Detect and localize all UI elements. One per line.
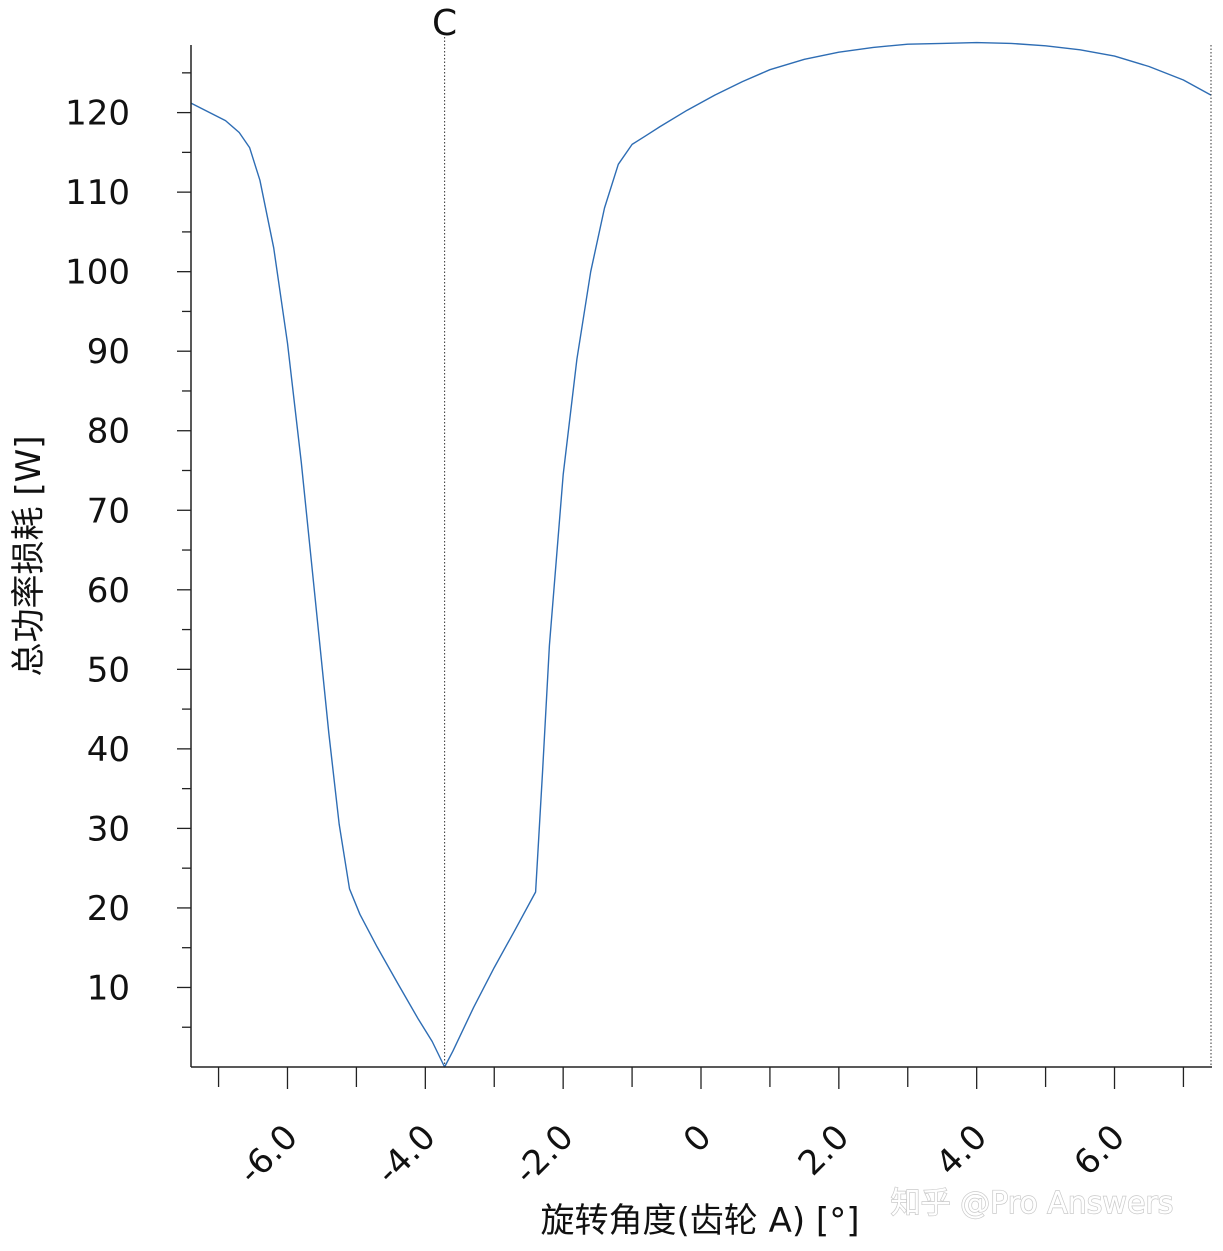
y-tick-label: 120 [65, 94, 130, 134]
watermark-text: 知乎 @Pro Answers [891, 1186, 1174, 1221]
labels-layer: 10 20 30 40 50 60 70 80 90 100 110 120 -6.0 -4.0 -2.0 0… [65, 94, 1133, 1193]
x-tick-label: 4.0 [929, 1117, 996, 1184]
y-tick-label: 70 [87, 491, 130, 531]
y-tick-label: 60 [87, 571, 130, 611]
x-tick-label: 2.0 [791, 1117, 858, 1184]
series-line [190, 41, 1212, 1068]
x-tick-label: -4.0 [368, 1117, 443, 1192]
axes-layer [177, 45, 1212, 1089]
x-axis-title: 旋转角度(齿轮 A) [°] [541, 1201, 860, 1241]
x-tick-label: 0 [676, 1117, 720, 1161]
x-tick-label: -2.0 [506, 1117, 581, 1192]
y-tick-label: 30 [87, 809, 130, 849]
y-tick-label: 90 [87, 332, 130, 372]
y-tick-label: 110 [65, 173, 130, 213]
y-axis-title: 总功率损耗 [W] [9, 436, 49, 677]
y-tick-label: 40 [87, 730, 130, 770]
y-tick-label: 10 [87, 968, 130, 1008]
x-tick-label: 6.0 [1066, 1117, 1133, 1184]
x-tick-label: -6.0 [231, 1117, 306, 1192]
y-tick-label: 50 [87, 650, 130, 690]
y-tick-label: 80 [87, 412, 130, 452]
marker-label-c: C [432, 3, 457, 44]
y-tick-label: 100 [65, 253, 130, 293]
y-tick-label: 20 [87, 889, 130, 929]
series-layer [190, 41, 1212, 1068]
